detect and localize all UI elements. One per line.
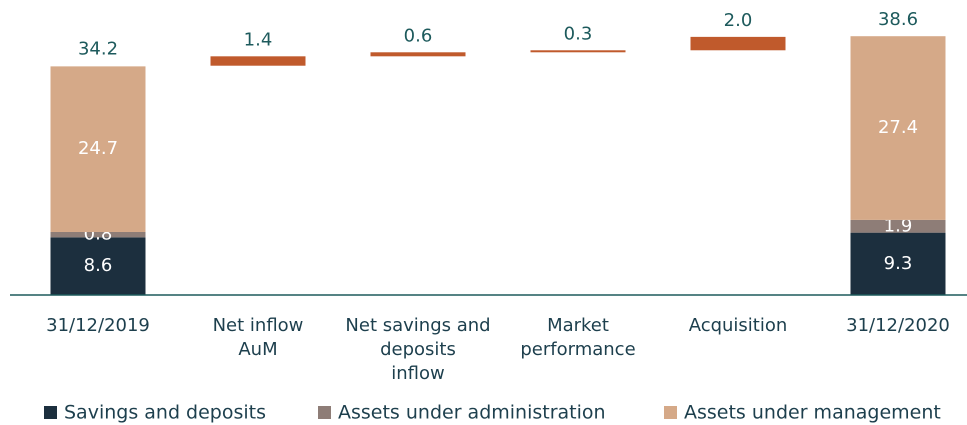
- x-tick-label: deposits: [380, 339, 456, 360]
- x-tick-label: Acquisition: [689, 315, 788, 336]
- bar-segment: [50, 237, 146, 295]
- segment-label: 24.7: [78, 138, 118, 159]
- x-tick-label: performance: [520, 339, 635, 360]
- segment-label: 27.4: [878, 117, 918, 138]
- increment-bar: [210, 56, 306, 66]
- bar-segment: [850, 219, 946, 233]
- legend-swatch: [318, 406, 331, 419]
- legend-swatch: [664, 406, 677, 419]
- legend-label: Assets under management: [684, 402, 941, 424]
- increment-label: 1.4: [244, 29, 273, 50]
- total-label: 34.2: [78, 39, 118, 60]
- x-tick-label: 31/12/2019: [46, 315, 150, 336]
- bar-segment: [850, 232, 946, 295]
- x-tick-label: inflow: [391, 363, 444, 384]
- legend-label: Savings and deposits: [64, 402, 266, 424]
- x-tick-label: 31/12/2020: [846, 315, 950, 336]
- increment-bar: [530, 50, 626, 53]
- x-tick-label: Net savings and: [345, 315, 490, 336]
- legend-label: Assets under administration: [338, 402, 606, 424]
- increment-bar: [690, 36, 786, 51]
- total-label: 38.6: [878, 9, 918, 30]
- bar-segment: [50, 66, 146, 232]
- segment-label: 9.3: [884, 253, 913, 274]
- x-tick-label: Market: [547, 315, 609, 336]
- x-tick-label: AuM: [238, 339, 277, 360]
- increment-bar: [370, 52, 466, 57]
- legend-swatch: [44, 406, 57, 419]
- x-tick-label: Net inflow: [213, 315, 304, 336]
- increment-label: 0.6: [404, 25, 433, 46]
- bar-segment: [850, 36, 946, 220]
- increment-label: 2.0: [724, 10, 753, 31]
- segment-label: 8.6: [84, 255, 113, 276]
- segment-label: 1.9: [884, 215, 913, 236]
- increment-label: 0.3: [564, 23, 593, 44]
- bar-segment: [50, 231, 146, 238]
